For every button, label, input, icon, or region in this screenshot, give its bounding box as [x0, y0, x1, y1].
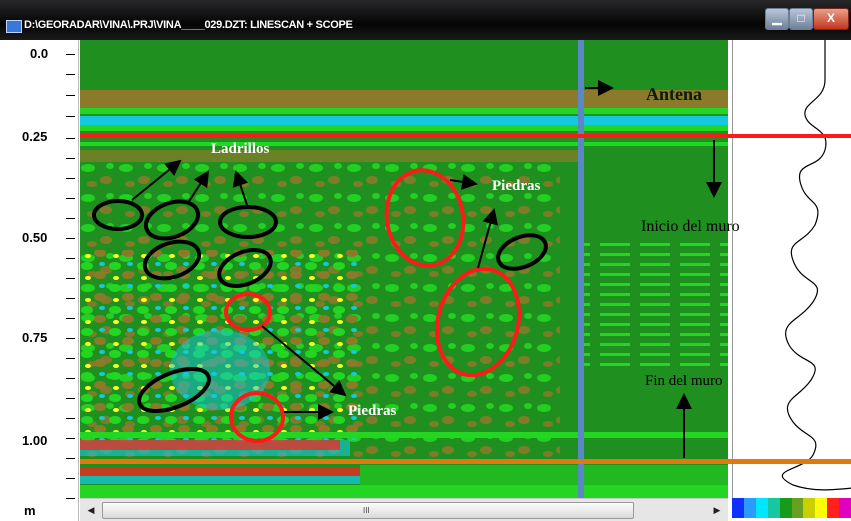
color-scale-bar	[732, 498, 851, 518]
depth-tick	[66, 178, 75, 179]
depth-label-075: 0.75	[22, 330, 48, 345]
label-inicio-muro: Inicio del muro	[641, 218, 740, 235]
scroll-grip-icon: III	[363, 506, 370, 515]
depth-tick	[66, 478, 75, 479]
label-fin-muro: Fin del muro	[645, 373, 723, 389]
depth-tick	[66, 498, 75, 499]
depth-tick	[66, 338, 75, 339]
color-swatch	[767, 498, 780, 518]
label-ladrillos: Ladrillos	[211, 141, 270, 157]
color-swatch	[779, 498, 792, 518]
depth-unit-label: m	[24, 503, 36, 518]
scroll-right-arrow-icon[interactable]: ▶	[713, 505, 721, 515]
depth-tick	[66, 138, 75, 139]
depth-tick	[66, 318, 75, 319]
close-button[interactable]: X	[813, 8, 849, 30]
linescan-radargram[interactable]	[80, 40, 728, 498]
depth-tick	[66, 278, 75, 279]
depth-tick	[66, 116, 75, 117]
color-swatch	[827, 498, 840, 518]
depth-label-0: 0.0	[30, 46, 49, 61]
color-swatch	[839, 498, 851, 518]
depth-tick	[66, 95, 75, 96]
depth-tick	[66, 74, 75, 75]
color-swatch	[755, 498, 768, 518]
color-swatch	[815, 498, 828, 518]
color-swatch	[743, 498, 756, 518]
maximize-button[interactable]: □	[789, 8, 813, 30]
scope-waveform	[781, 40, 851, 491]
depth-tick	[66, 418, 75, 419]
depth-tick	[66, 458, 75, 459]
window-title: D:\GEORADAR\VINA\.PRJ\VINA____029.DZT: L…	[24, 19, 353, 31]
minimize-button[interactable]: ▁	[765, 8, 789, 30]
horizontal-scrollbar[interactable]: ◀ III ▶	[80, 498, 728, 521]
depth-label-100: 1.00	[22, 433, 48, 448]
label-piedras-bottom: Piedras	[348, 403, 397, 419]
depth-tick	[66, 398, 75, 399]
color-swatch	[803, 498, 816, 518]
radargram-image	[80, 40, 728, 498]
depth-tick	[66, 238, 75, 239]
color-swatch	[791, 498, 804, 518]
window-titlebar[interactable]: D:\GEORADAR\VINA\.PRJ\VINA____029.DZT: L…	[0, 0, 851, 40]
depth-tick	[66, 258, 75, 259]
depth-tick	[66, 158, 75, 159]
depth-tick	[66, 378, 75, 379]
scroll-left-arrow-icon[interactable]: ◀	[87, 505, 95, 515]
color-swatch	[732, 498, 744, 518]
scroll-thumb[interactable]: III	[102, 502, 634, 519]
scope-waveform-panel	[732, 40, 851, 498]
depth-tick	[66, 358, 75, 359]
app-window-icon	[6, 20, 22, 33]
depth-ruler: 0.0 0.25 0.50 0.75 1.00 m	[10, 40, 79, 521]
depth-tick	[66, 298, 75, 299]
depth-tick	[66, 218, 75, 219]
depth-label-025: 0.25	[22, 129, 48, 144]
label-piedras-top: Piedras	[492, 178, 541, 194]
depth-tick	[66, 438, 75, 439]
depth-tick	[66, 198, 75, 199]
depth-tick	[66, 54, 75, 55]
label-antena: Antena	[646, 84, 703, 104]
depth-label-050: 0.50	[22, 230, 48, 245]
